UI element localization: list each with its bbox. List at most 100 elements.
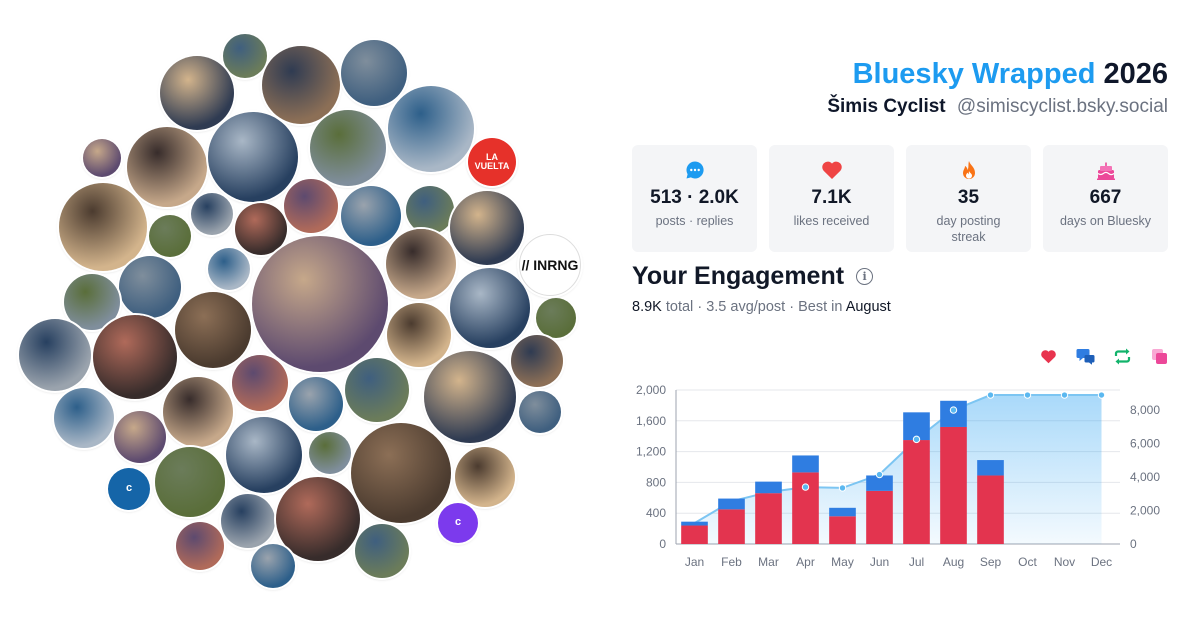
avatar[interactable] — [163, 377, 233, 447]
avatar-logo[interactable]: // INRNG — [519, 234, 581, 296]
quote-icon[interactable] — [1150, 347, 1169, 366]
avatar[interactable] — [176, 522, 224, 570]
bar-likes — [977, 475, 1004, 544]
bar-replies — [755, 481, 782, 494]
avatar[interactable] — [519, 391, 561, 433]
avatar[interactable] — [54, 388, 114, 448]
cumulative-point — [949, 406, 958, 414]
avatar[interactable] — [93, 315, 177, 399]
stat-card-posts: 513 · 2.0K posts · replies — [632, 145, 757, 252]
avatar[interactable] — [310, 110, 386, 186]
y-left-tick-label: 1,600 — [636, 414, 666, 428]
stat-value: 35 — [957, 187, 980, 208]
avatar[interactable] — [208, 248, 250, 290]
avatar[interactable] — [406, 186, 454, 234]
y-right-tick-label: 6,000 — [1130, 437, 1160, 451]
cumulative-point — [986, 391, 995, 399]
avatar[interactable] — [276, 477, 360, 561]
reply-icon[interactable] — [1076, 347, 1095, 366]
bar-likes — [866, 490, 893, 544]
avatar[interactable] — [455, 447, 515, 507]
x-tick-label: Nov — [1054, 555, 1075, 569]
cumulative-point — [801, 483, 810, 491]
y-right-tick-label: 4,000 — [1130, 470, 1160, 484]
display-name: Šimis Cyclist — [827, 96, 946, 117]
avatar[interactable] — [450, 191, 524, 265]
x-tick-label: Sep — [980, 555, 1002, 569]
avatar[interactable] — [251, 544, 295, 588]
bar-replies — [866, 475, 893, 491]
avatar[interactable] — [345, 358, 409, 422]
avatar[interactable] — [387, 303, 451, 367]
x-tick-label: Apr — [796, 555, 815, 569]
chat-bubble-icon — [685, 159, 705, 181]
avatar[interactable] — [341, 40, 407, 106]
avatar[interactable] — [450, 268, 530, 348]
avatar[interactable] — [388, 86, 474, 172]
avatar[interactable] — [309, 432, 351, 474]
avatar[interactable] — [155, 447, 225, 517]
x-tick-label: Aug — [943, 555, 964, 569]
brand-title: Bluesky Wrapped — [852, 58, 1096, 90]
avatar[interactable] — [262, 46, 340, 124]
y-left-tick-label: 1,200 — [636, 445, 666, 459]
bar-replies — [903, 412, 930, 441]
y-left-tick-label: 400 — [646, 506, 666, 520]
avatar[interactable] — [175, 292, 251, 368]
avatar[interactable] — [341, 186, 401, 246]
avatar[interactable] — [235, 203, 287, 255]
avatar[interactable] — [355, 524, 409, 578]
chart-legend — [1039, 347, 1169, 366]
avatar[interactable] — [64, 274, 120, 330]
repost-icon[interactable] — [1113, 347, 1132, 366]
stat-card-likes: 7.1K likes received — [769, 145, 894, 252]
avatar-logo[interactable]: LA VUELTA — [468, 138, 516, 186]
avatar[interactable] — [511, 335, 563, 387]
avatar-initial: c — [125, 482, 133, 495]
avatar-logo-text: // INRNG — [521, 256, 579, 273]
avatar-letter[interactable]: c — [438, 503, 478, 543]
x-tick-label: Oct — [1018, 555, 1037, 569]
y-left-tick-label: 2,000 — [636, 383, 666, 397]
avatar[interactable] — [424, 351, 516, 443]
stat-label: day posting streak — [936, 214, 1001, 244]
avatar[interactable] — [208, 112, 298, 202]
avatar[interactable] — [59, 183, 147, 271]
avatar[interactable] — [536, 298, 576, 338]
engagement-heading: Your Engagement i — [632, 262, 874, 291]
x-tick-label: Mar — [758, 555, 779, 569]
avatar[interactable] — [252, 236, 388, 372]
stat-label: days on Bluesky — [1059, 214, 1152, 228]
stat-card-streak: 35 day posting streak — [906, 145, 1031, 252]
info-icon[interactable]: i — [856, 268, 874, 285]
avatar[interactable] — [114, 411, 166, 463]
engagement-title: Your Engagement — [632, 262, 845, 290]
avatar[interactable] — [160, 56, 234, 130]
avatar[interactable] — [191, 193, 233, 235]
bar-replies — [718, 498, 745, 510]
separator: · — [789, 299, 795, 315]
stat-value: 7.1K — [811, 187, 852, 208]
avatar[interactable] — [386, 229, 456, 299]
bar-likes — [829, 516, 856, 544]
x-tick-label: Jun — [870, 555, 889, 569]
avatar[interactable] — [226, 417, 302, 493]
heart-icon[interactable] — [1039, 347, 1058, 366]
avatar-cloud: c c LA VUELTA // INRNG — [19, 34, 581, 588]
avatar[interactable] — [19, 319, 91, 391]
cake-icon — [1096, 159, 1116, 181]
avatar[interactable] — [221, 494, 275, 548]
avatar-letter[interactable]: c — [108, 468, 150, 510]
avatar[interactable] — [351, 423, 451, 523]
flame-icon — [960, 159, 978, 181]
avatar[interactable] — [83, 139, 121, 177]
avatar[interactable] — [119, 256, 181, 318]
avatar[interactable] — [284, 179, 338, 233]
bar-replies — [940, 400, 967, 427]
x-tick-label: Jul — [909, 555, 924, 569]
avatar[interactable] — [289, 377, 343, 431]
avatar[interactable] — [127, 127, 207, 207]
avatar[interactable] — [223, 34, 267, 78]
avatar[interactable] — [232, 355, 288, 411]
avatar[interactable] — [149, 215, 191, 257]
